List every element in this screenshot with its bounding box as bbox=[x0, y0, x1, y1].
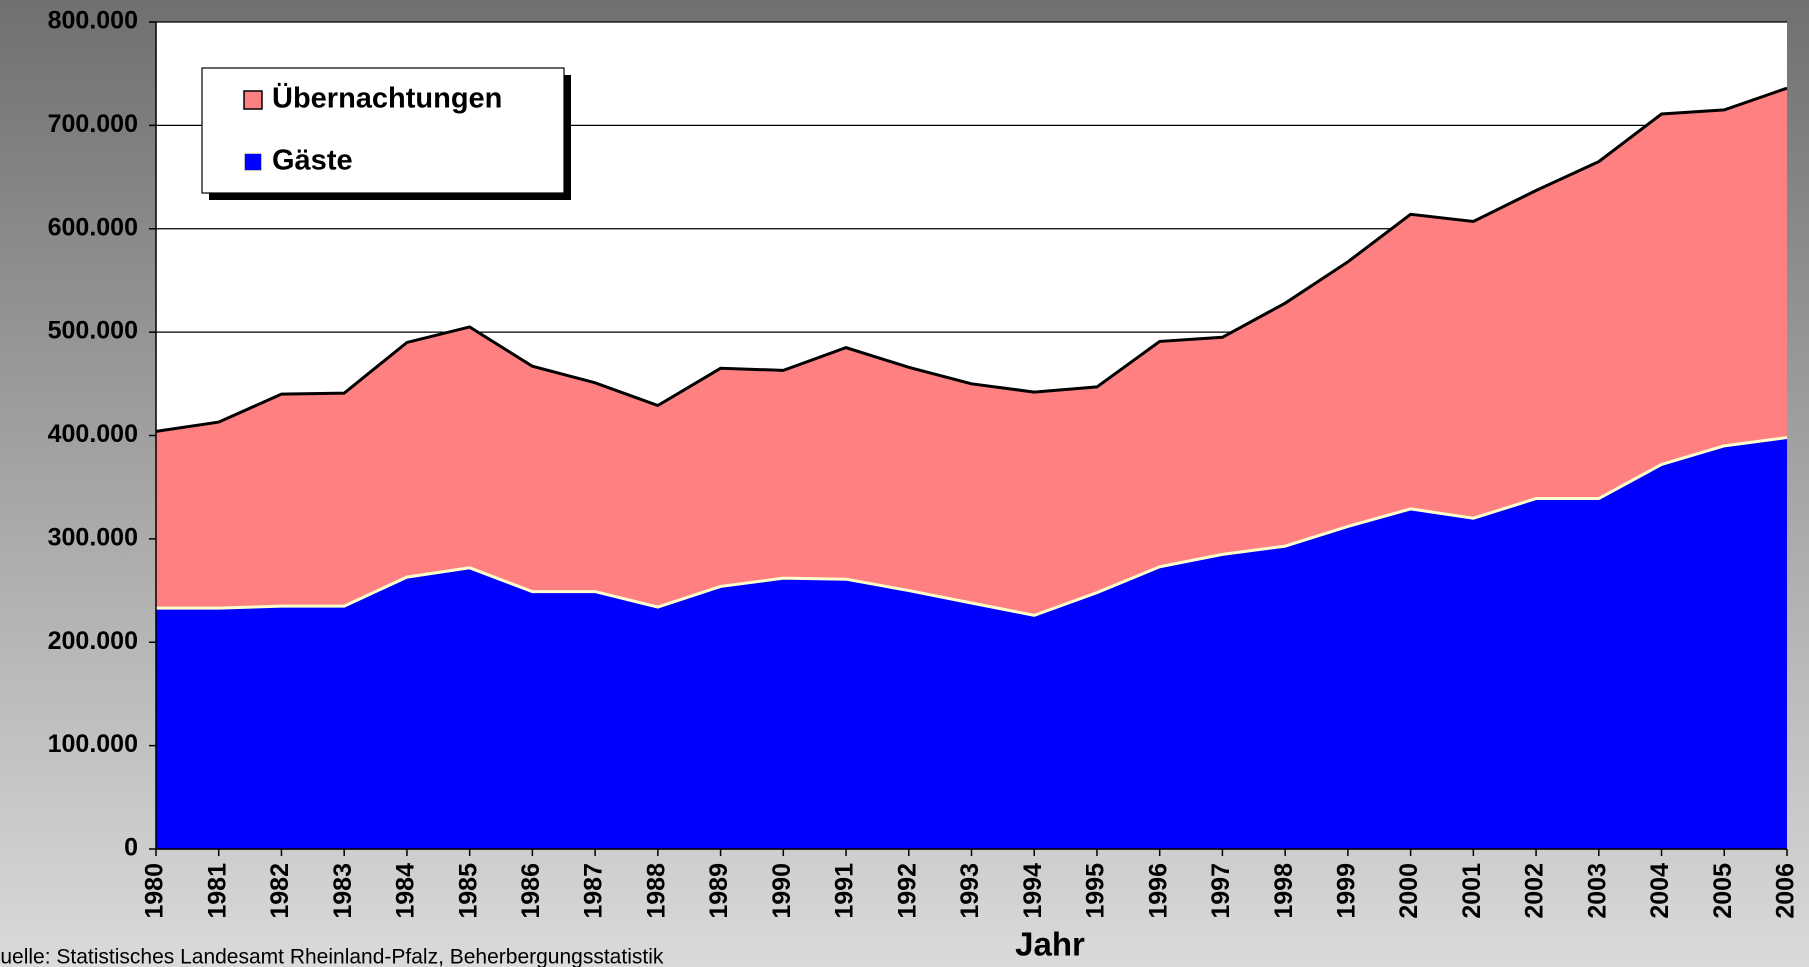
x-tick-label: 1996 bbox=[1144, 863, 1172, 919]
x-tick-label: 1988 bbox=[642, 863, 670, 919]
x-tick-label: 1995 bbox=[1082, 863, 1110, 919]
y-tick-label: 700.000 bbox=[48, 110, 138, 138]
legend-label: Übernachtungen bbox=[272, 82, 502, 115]
y-tick-label: 100.000 bbox=[48, 730, 138, 758]
x-tick-label: 1985 bbox=[454, 863, 482, 919]
legend-label: Gäste bbox=[272, 145, 353, 177]
area-outline bbox=[156, 436, 1788, 617]
x-tick-label: 2002 bbox=[1521, 863, 1549, 919]
x-tick-label: 1984 bbox=[392, 863, 420, 919]
x-tick-label: 1999 bbox=[1332, 863, 1360, 919]
x-tick-label: 1993 bbox=[956, 863, 984, 919]
x-tick-label: 1992 bbox=[893, 863, 921, 919]
y-tick-label: 500.000 bbox=[48, 317, 138, 345]
y-tick-label: 0 bbox=[124, 834, 138, 862]
x-tick-label: 1998 bbox=[1270, 863, 1298, 919]
area-outline bbox=[155, 86, 1788, 433]
x-axis-title: Jahr bbox=[1015, 926, 1085, 963]
y-tick-label: 400.000 bbox=[48, 420, 138, 448]
legend-swatch bbox=[243, 152, 263, 172]
x-tick-label: 2000 bbox=[1395, 863, 1423, 919]
legend-box bbox=[201, 67, 565, 194]
legend-swatch bbox=[243, 90, 263, 110]
x-tick-label: 1987 bbox=[580, 863, 608, 919]
x-tick-label: 1997 bbox=[1207, 863, 1235, 919]
x-tick-label: 1989 bbox=[705, 863, 733, 919]
y-tick-label: 300.000 bbox=[48, 523, 138, 551]
legend: Übernachtungen Gäste bbox=[201, 67, 571, 200]
x-tick-label: 1980 bbox=[141, 863, 169, 919]
x-tick-label: 1994 bbox=[1019, 863, 1047, 919]
x-tick-label: 2003 bbox=[1583, 863, 1611, 919]
source-note: Quelle: Statistisches Landesamt Rheinlan… bbox=[0, 946, 664, 967]
x-tick-label: 1981 bbox=[203, 863, 231, 919]
x-tick-label: 2001 bbox=[1458, 863, 1486, 919]
x-tick-label: 1982 bbox=[266, 863, 294, 919]
x-tick-label: 1983 bbox=[329, 863, 357, 919]
y-tick-label: 800.000 bbox=[48, 7, 138, 35]
y-tick-label: 600.000 bbox=[48, 213, 138, 241]
x-tick-label: 2005 bbox=[1709, 863, 1737, 919]
x-tick-label: 2004 bbox=[1646, 863, 1674, 919]
y-tick-label: 200.000 bbox=[48, 627, 138, 655]
x-tick-label: 1990 bbox=[768, 863, 796, 919]
x-tick-label: 1991 bbox=[831, 863, 859, 919]
x-tick-label: 2006 bbox=[1772, 863, 1800, 919]
area bbox=[156, 437, 1787, 849]
x-tick-label: 1986 bbox=[517, 863, 545, 919]
